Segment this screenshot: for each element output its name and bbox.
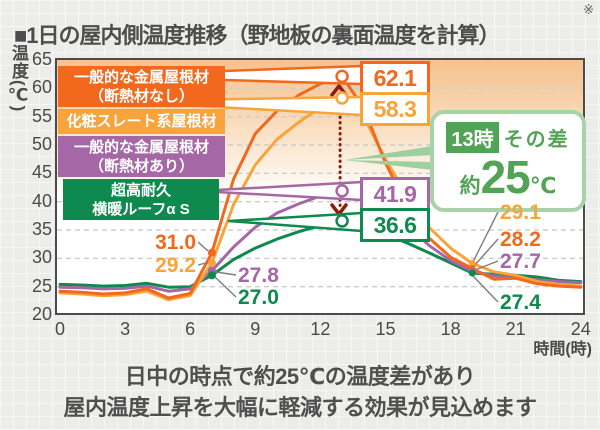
y-axis-title: 温度(℃)	[6, 44, 31, 111]
y-tick-60: 60	[31, 77, 52, 98]
peak-value-label-2: 41.9	[360, 177, 430, 211]
marker-dot-h7	[207, 271, 216, 280]
legend-item-1: 化粧スレート系屋根材	[58, 109, 225, 134]
y-axis-unit: (℃)	[9, 80, 28, 112]
y-tick-65: 65	[31, 48, 52, 69]
legend-item-2: 一般的な金属屋根材 （断熱材あり）	[58, 136, 225, 177]
callout-tail-1	[344, 160, 433, 170]
y-tick-45: 45	[31, 162, 52, 183]
leader-line-4	[472, 211, 499, 263]
x-tick-21: 21	[505, 319, 526, 339]
morning-value-label-3: 27.0	[238, 286, 279, 309]
marker-dot-h7	[207, 248, 216, 257]
callout-row-top: 13時 その差	[446, 122, 569, 153]
legend-label: （断熱材なし）	[88, 87, 194, 105]
y-tick-40: 40	[31, 190, 52, 211]
callout-tail-0	[344, 146, 433, 160]
legend-item-3: 超高耐久 横暖ルーフα S	[63, 179, 219, 220]
morning-value-label-1: 29.2	[155, 254, 196, 277]
legend-item-0: 一般的な金属屋根材 （断熱材なし）	[58, 66, 225, 107]
x-tick-15: 15	[375, 319, 396, 339]
marker-dot-h7	[207, 258, 216, 267]
y-tick-25: 25	[31, 275, 52, 296]
peak-value-label-3: 36.6	[360, 208, 430, 242]
marker-ring-h13	[335, 184, 349, 198]
x-tick-12: 12	[310, 319, 331, 339]
x-tick-6: 6	[185, 319, 196, 339]
y-tick-55: 55	[31, 105, 52, 126]
leader-line-6	[474, 260, 499, 271]
morning-value-label-0: 31.0	[155, 231, 196, 254]
page-title: ■1日の屋内側温度推移（野地板の裏面温度を計算）	[14, 23, 501, 48]
evening-value-label-1: 28.2	[500, 228, 541, 251]
leader-line-0	[197, 241, 209, 252]
x-tick-24: 24	[570, 319, 591, 339]
callout-diff-text: その差	[503, 129, 570, 151]
y-tick-50: 50	[31, 133, 52, 154]
y-tick-35: 35	[31, 218, 52, 239]
x-tick-9: 9	[250, 319, 261, 339]
y-tick-30: 30	[31, 247, 52, 268]
leader-line-7	[471, 274, 499, 303]
marker-dot-h19	[468, 259, 476, 267]
leader-line-5	[473, 238, 499, 267]
callout-time-chip: 13時	[446, 122, 499, 153]
legend-label: 横暖ルーフα S	[92, 200, 190, 218]
callout-approx: 約	[459, 175, 481, 198]
x-axis-title: 時間(時)	[533, 341, 592, 358]
evening-value-label-3: 27.4	[500, 291, 541, 314]
callout-row-value: 約 25 ℃	[459, 151, 557, 203]
footnote-mark: ※	[583, 2, 594, 17]
legend-label: 化粧スレート系屋根材	[66, 113, 217, 130]
leader-line-3	[214, 276, 237, 298]
marker-dot-h19	[468, 269, 476, 277]
marker-ring-h13	[335, 91, 349, 105]
y-tick-20: 20	[31, 304, 52, 324]
x-tick-18: 18	[440, 319, 461, 339]
caption-line-2: 屋内温度上昇を大幅に軽減する効果が見込めます	[63, 395, 537, 420]
peak-value-label-1: 58.3	[360, 92, 430, 126]
legend-label: 超高耐久	[110, 181, 171, 199]
difference-callout: 13時 その差 約 25 ℃	[430, 110, 586, 212]
x-tick-3: 3	[120, 319, 131, 339]
leader-line-2	[215, 271, 237, 276]
caption-line-1: 日中の時点で約25℃の温度差があり	[124, 364, 476, 389]
x-tick-0: 0	[54, 319, 65, 339]
callout-value: 25	[480, 151, 531, 203]
evening-value-label-0: 29.1	[500, 201, 541, 224]
y-axis-title-text: 温度	[9, 44, 28, 80]
caption: 日中の時点で約25℃の温度差があり 屋内温度上昇を大幅に軽減する効果が見込めます	[0, 361, 600, 423]
peak-value-label-0: 62.1	[360, 61, 430, 95]
marker-ring-h13	[335, 214, 349, 228]
morning-value-label-2: 27.8	[238, 264, 279, 287]
legend-label: 一般的な金属屋根材	[73, 68, 209, 86]
legend-label: （断熱材あり）	[88, 157, 194, 175]
marker-ring-h13	[335, 69, 349, 84]
evening-value-label-2: 27.7	[500, 250, 541, 273]
callout-unit: ℃	[529, 173, 557, 198]
legend-label: 一般的な金属屋根材	[73, 138, 209, 156]
